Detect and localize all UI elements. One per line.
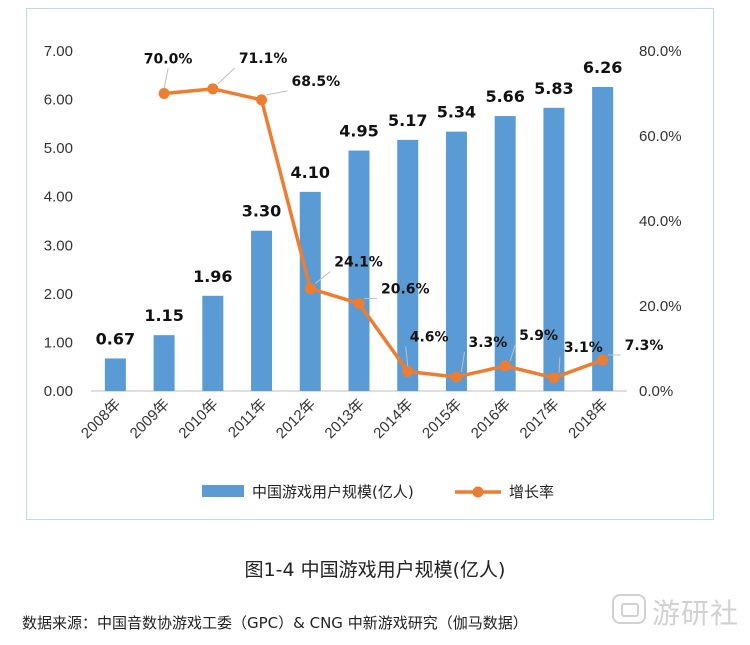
legend-label-bar: 中国游戏用户规模(亿人) [252, 483, 414, 501]
y-right-tick-label: 80.0% [639, 43, 682, 60]
x-tick-label: 2015年 [419, 396, 465, 442]
combo-chart: 0.00 1.00 2.00 3.00 4.00 5.00 6.00 7.00 0.0% 20.0… [44, 43, 682, 501]
bar-data-label: 4.95 [339, 122, 378, 141]
growth-data-label: 3.1% [564, 340, 603, 356]
growth-label-leader [558, 356, 561, 373]
watermark: 游研社 [612, 588, 740, 632]
growth-point [450, 371, 462, 383]
x-tick-label: 2017年 [517, 396, 563, 442]
bar-data-label: 5.83 [534, 79, 573, 98]
y-right-tick-label: 20.0% [639, 298, 682, 315]
growth-data-label: 71.1% [239, 51, 288, 67]
y-right-tick-label: 40.0% [639, 213, 682, 230]
bar [494, 116, 516, 391]
watermark-text: 游研社 [652, 597, 740, 630]
bar [543, 107, 565, 391]
bar [104, 358, 126, 391]
y-left-tick-label: 4.00 [44, 189, 73, 206]
bar [251, 230, 273, 391]
bar-data-label: 5.66 [485, 87, 524, 106]
growth-label-leader [460, 351, 465, 373]
bar [397, 139, 419, 391]
legend-swatch-marker [472, 486, 484, 498]
chart-frame: 0.00 1.00 2.00 3.00 4.00 5.00 6.00 7.00 0.0% 20.0… [26, 8, 714, 520]
y-left-tick-label: 3.00 [44, 237, 73, 254]
growth-point [158, 88, 170, 99]
growth-label-leader [405, 346, 409, 367]
bar [592, 86, 614, 391]
growth-point [499, 360, 511, 372]
growth-label-leader [217, 67, 236, 85]
growth-point [402, 365, 414, 377]
growth-point [207, 83, 219, 95]
growth-data-label: 7.3% [625, 338, 664, 354]
y-left-tick-label: 2.00 [44, 286, 73, 303]
y-left-tick-label: 5.00 [44, 140, 73, 157]
x-tick-label: 2012年 [273, 396, 319, 442]
x-tick-label: 2008年 [78, 396, 124, 442]
source-note: 数据来源：中国音数协游戏工委（GPC）& CNG 中新游戏研究（伽马数据） [22, 614, 528, 632]
growth-label-leader [509, 344, 516, 362]
growth-label-leader [163, 68, 169, 89]
bar-data-label: 5.34 [437, 103, 476, 122]
growth-data-label: 24.1% [334, 255, 383, 271]
growth-data-label: 70.0% [144, 52, 193, 68]
x-tick-label: 2013年 [322, 396, 368, 442]
growth-data-label: 4.6% [410, 329, 449, 345]
x-tick-label: 2010年 [175, 396, 221, 442]
legend-label-line: 增长率 [509, 483, 554, 501]
game-controller-icon [612, 594, 646, 624]
x-tick-label: 2009年 [127, 396, 173, 442]
growth-label-leader [314, 271, 331, 284]
growth-data-label: 20.6% [381, 281, 430, 297]
bar-data-label: 6.26 [583, 58, 622, 77]
bar [445, 131, 467, 391]
growth-data-label: 68.5% [292, 74, 341, 90]
y-left-tick-label: 1.00 [44, 334, 73, 351]
bar [153, 335, 175, 391]
growth-point [548, 372, 560, 384]
x-tick-label: 2011年 [225, 396, 270, 441]
bar-data-label: 5.17 [388, 111, 427, 130]
growth-line [163, 87, 604, 380]
legend-swatch-bar [202, 485, 244, 497]
bar [348, 150, 370, 391]
x-tick-label: 2014年 [370, 396, 416, 442]
bar [202, 295, 224, 391]
y-right-tick-label: 60.0% [639, 128, 682, 145]
bar-data-label: 4.10 [291, 163, 330, 182]
growth-data-label: 3.3% [468, 335, 507, 351]
bar-data-label: 1.96 [193, 267, 232, 286]
y-left-tick-label: 7.00 [44, 43, 73, 60]
y-left-tick-label: 6.00 [44, 92, 73, 109]
growth-point [304, 283, 316, 295]
growth-point [597, 354, 609, 366]
bar-data-label: 3.30 [242, 202, 281, 221]
y-left-tick-label: 0.00 [44, 383, 73, 400]
growth-point [353, 297, 365, 309]
growth-label-leader [266, 90, 288, 96]
y-right-tick-label: 0.0% [639, 383, 673, 400]
x-tick-label: 2016年 [468, 396, 514, 442]
growth-point [256, 94, 268, 106]
bar-data-label: 1.15 [144, 306, 183, 325]
x-tick-label: 2018年 [565, 396, 611, 442]
bar-data-label: 0.67 [96, 329, 135, 348]
figure-caption: 图1-4 中国游戏用户规模(亿人) [244, 559, 506, 581]
growth-data-label: 5.9% [519, 328, 558, 344]
